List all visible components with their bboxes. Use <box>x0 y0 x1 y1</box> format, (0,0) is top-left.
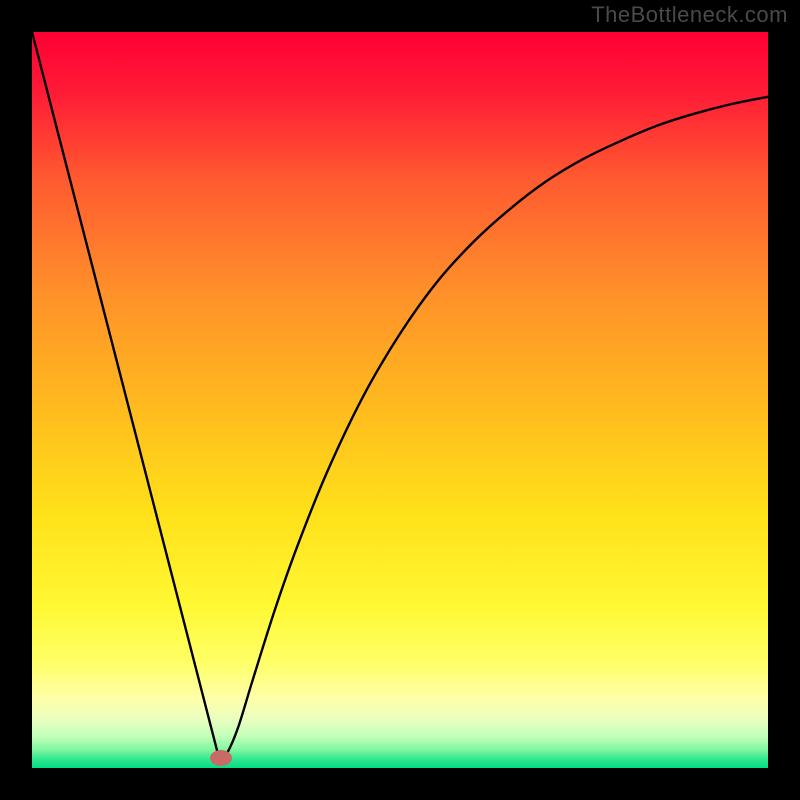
plot-area <box>32 32 768 768</box>
curve-layer <box>32 32 768 768</box>
chart-container: { "canvas": { "width": 800, "height": 80… <box>0 0 800 800</box>
watermark-text: TheBottleneck.com <box>591 2 788 28</box>
curve-left-branch <box>32 32 220 761</box>
curve-right-branch <box>220 97 768 761</box>
